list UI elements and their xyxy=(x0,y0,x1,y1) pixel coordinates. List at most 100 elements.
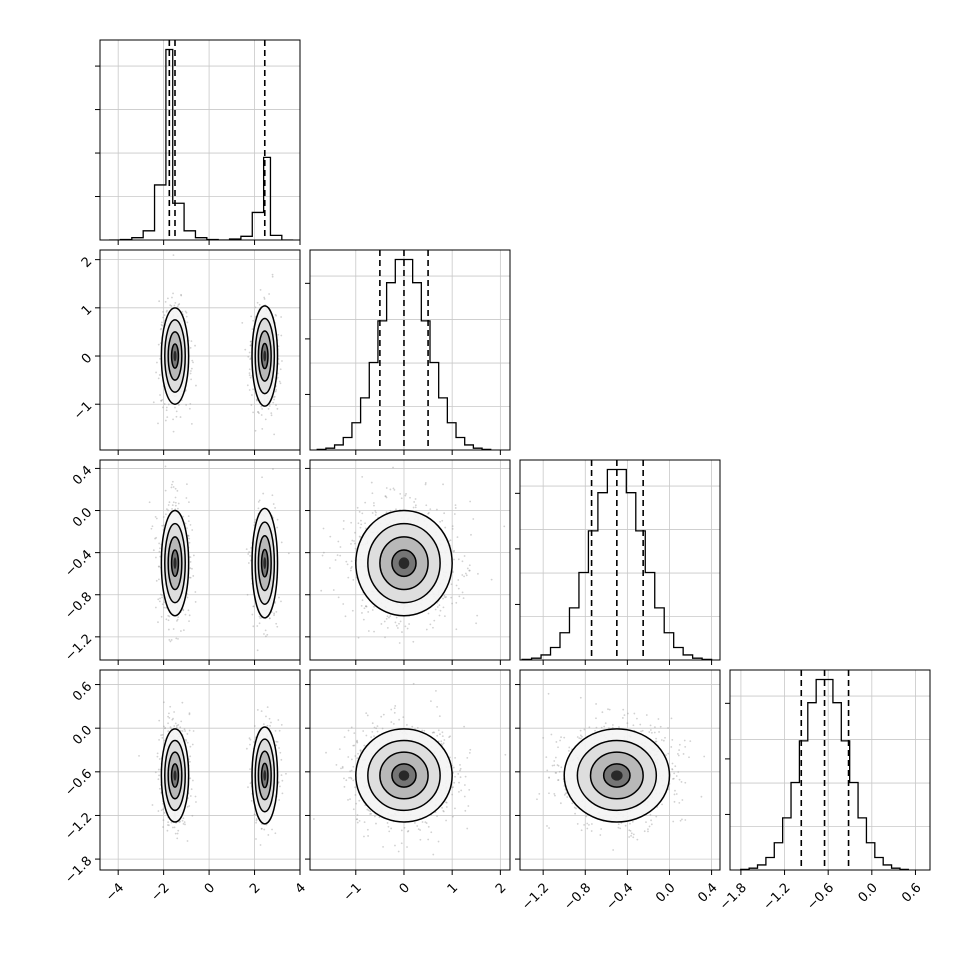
scatter-point xyxy=(182,629,185,632)
scatter-point xyxy=(387,825,390,828)
scatter-point xyxy=(681,818,683,821)
scatter-point xyxy=(154,771,157,774)
scatter-point xyxy=(445,801,447,804)
scatter-point xyxy=(671,768,674,770)
scatter-point xyxy=(152,401,155,404)
scatter-point xyxy=(350,758,353,761)
x-tick-label: −4 xyxy=(103,880,127,904)
scatter-point xyxy=(165,406,168,409)
scatter-point xyxy=(271,275,274,278)
scatter-point xyxy=(166,416,169,419)
scatter-point xyxy=(264,418,267,421)
scatter-point xyxy=(273,395,276,398)
scatter-point xyxy=(430,700,432,703)
scatter-point xyxy=(174,406,176,409)
scatter-point xyxy=(257,411,260,413)
histogram-steps xyxy=(109,48,294,240)
scatter-point xyxy=(342,520,345,522)
scatter-point xyxy=(168,712,170,715)
scatter-point xyxy=(167,614,170,617)
scatter-point xyxy=(365,605,367,608)
scatter-point xyxy=(399,493,402,495)
scatter-point xyxy=(356,818,359,820)
scatter-point xyxy=(185,497,188,499)
scatter-point xyxy=(185,739,187,742)
scatter-point xyxy=(268,617,271,620)
panel-frame xyxy=(99,39,301,241)
scatter-point xyxy=(189,567,192,569)
scatter-point xyxy=(373,815,376,818)
joint-panel-3-2: −1.2 −0.8 −0.4 0.0 0.4 xyxy=(515,669,721,913)
scatter-point xyxy=(171,483,173,486)
scatter-point xyxy=(459,776,462,779)
scatter-point xyxy=(477,572,479,575)
scatter-point xyxy=(344,615,347,618)
scatter-point xyxy=(621,717,624,719)
scatter-point xyxy=(432,626,434,629)
scatter-point xyxy=(396,627,399,629)
scatter-point xyxy=(376,730,379,733)
scatter-point xyxy=(425,628,428,631)
scatter-point xyxy=(174,722,177,725)
y-tick-label: 1 xyxy=(79,303,95,319)
scatter-point xyxy=(275,388,278,391)
scatter-point xyxy=(504,753,507,756)
scatter-point xyxy=(389,509,392,512)
scatter-point xyxy=(455,601,458,604)
scatter-point xyxy=(192,361,194,364)
scatter-point xyxy=(253,521,256,524)
scatter-point xyxy=(161,596,163,599)
scatter-point xyxy=(354,542,356,545)
scatter-point xyxy=(158,758,161,760)
scatter-point xyxy=(367,611,370,613)
scatter-point xyxy=(404,494,407,497)
scatter-point xyxy=(348,776,351,779)
scatter-point xyxy=(441,731,444,734)
scatter-point xyxy=(280,541,283,544)
scatter-point xyxy=(542,737,545,739)
scatter-point xyxy=(249,554,252,557)
scatter-point xyxy=(395,624,398,627)
scatter-point xyxy=(454,504,457,506)
scatter-point xyxy=(452,766,455,769)
scatter-point xyxy=(154,516,157,518)
density-contour xyxy=(263,770,267,781)
scatter-point xyxy=(349,798,351,801)
scatter-point xyxy=(678,778,681,781)
scatter-point xyxy=(386,615,389,618)
scatter-point xyxy=(168,501,171,504)
panel-frame xyxy=(99,249,301,451)
scatter-point xyxy=(468,751,471,754)
scatter-point xyxy=(267,407,270,410)
scatter-point xyxy=(171,718,174,721)
scatter-point xyxy=(364,527,367,530)
y-tick-label: 0.4 xyxy=(70,463,95,488)
x-tick-label: 2 xyxy=(493,880,509,896)
scatter-point xyxy=(256,625,259,627)
scatter-point xyxy=(172,292,174,295)
scatter-point xyxy=(366,828,369,831)
scatter-point xyxy=(248,368,251,371)
scatter-point xyxy=(174,496,177,499)
scatter-point xyxy=(249,768,251,771)
scatter-point xyxy=(166,824,169,826)
panel-frame xyxy=(99,459,301,661)
scatter-point xyxy=(350,726,353,729)
scatter-point xyxy=(400,497,403,500)
scatter-point xyxy=(433,731,436,734)
scatter-point xyxy=(161,594,163,596)
scatter-point xyxy=(475,622,478,625)
scatter-point xyxy=(167,730,170,732)
scatter-point xyxy=(266,724,269,727)
scatter-point xyxy=(553,792,556,795)
scatter-point xyxy=(270,414,273,417)
scatter-point xyxy=(276,625,279,628)
scatter-point xyxy=(421,821,424,823)
scatter-point xyxy=(563,736,566,739)
scatter-point xyxy=(413,501,416,503)
panel-content xyxy=(100,670,300,870)
scatter-point xyxy=(358,535,361,538)
scatter-point xyxy=(451,525,454,528)
scatter-point xyxy=(354,547,357,550)
scatter-point xyxy=(266,706,269,709)
